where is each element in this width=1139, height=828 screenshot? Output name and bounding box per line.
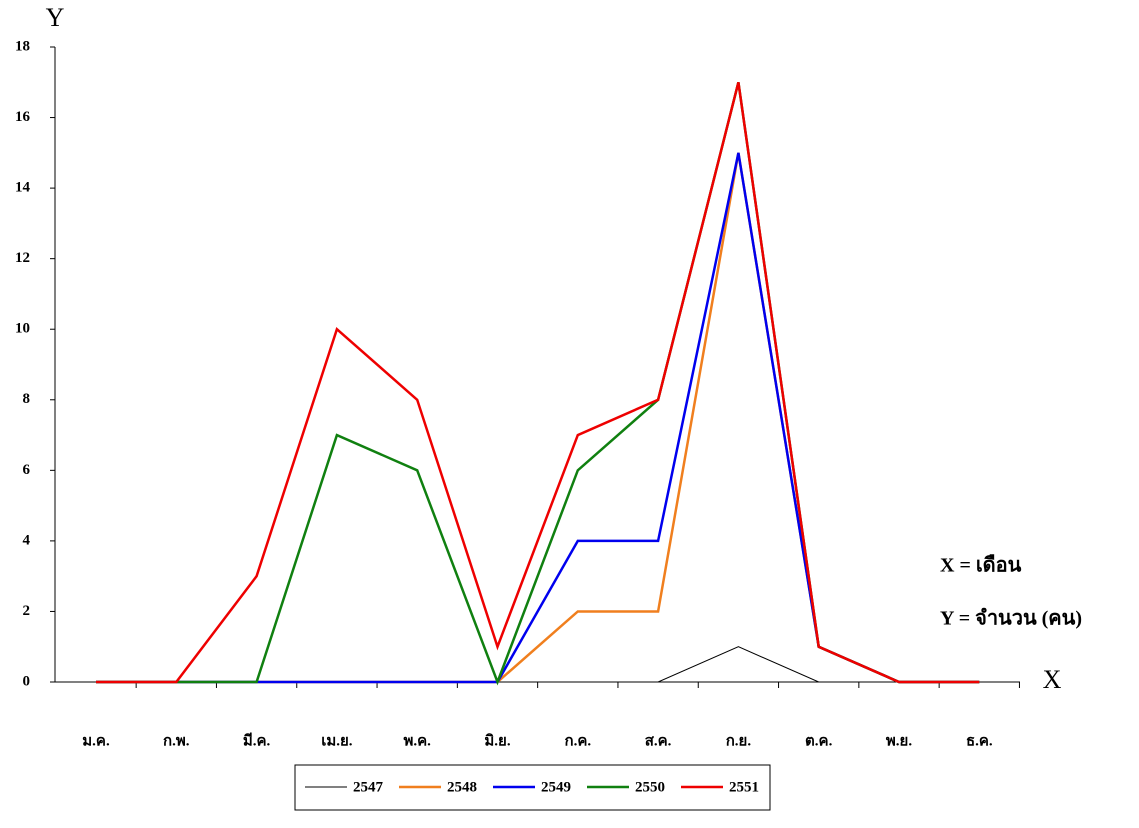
- x-tick-label: ก.ย.: [726, 733, 752, 749]
- series-line: [96, 152, 980, 684]
- legend-label: 2547: [353, 779, 384, 795]
- legend-label: 2550: [635, 779, 665, 795]
- annotation: Y = จำนวน (คน): [940, 608, 1082, 630]
- y-tick-label: 18: [15, 38, 30, 54]
- annotation: X = เดือน: [940, 554, 1022, 577]
- x-tick-label: ธ.ค.: [966, 733, 993, 749]
- y-tick-label: 16: [15, 109, 31, 125]
- series-line: [96, 81, 980, 684]
- y-tick-label: 4: [23, 532, 31, 548]
- y-tick-label: 0: [23, 673, 31, 689]
- x-tick-label: มิ.ย.: [484, 731, 510, 749]
- y-tick-label: 10: [15, 321, 30, 337]
- x-tick-label: ส.ค.: [645, 733, 672, 749]
- y-tick-label: 8: [23, 391, 31, 407]
- legend-box: [294, 764, 771, 811]
- series-line: [96, 646, 980, 683]
- y-tick-label: 12: [15, 250, 30, 266]
- legend-label: 2548: [447, 779, 477, 795]
- y-axis-label: Y: [46, 3, 65, 32]
- y-tick-label: 14: [15, 180, 31, 196]
- x-tick-label: พ.ค.: [403, 733, 431, 749]
- x-axis-label: X: [1043, 665, 1062, 694]
- x-tick-label: ก.ค.: [564, 733, 591, 749]
- x-tick-label: เม.ย.: [321, 733, 353, 749]
- legend-label: 2551: [729, 779, 759, 795]
- x-tick-label: พ.ย.: [886, 733, 912, 749]
- y-tick-label: 6: [23, 462, 31, 478]
- series-line: [96, 152, 980, 684]
- series-line: [96, 81, 980, 686]
- x-tick-label: ม.ค.: [82, 733, 110, 749]
- y-tick-label: 2: [23, 603, 31, 619]
- x-tick-label: มี.ค.: [243, 732, 271, 749]
- legend-label: 2549: [541, 779, 571, 795]
- x-tick-label: ต.ค.: [805, 733, 833, 749]
- x-tick-label: ก.พ.: [163, 733, 190, 749]
